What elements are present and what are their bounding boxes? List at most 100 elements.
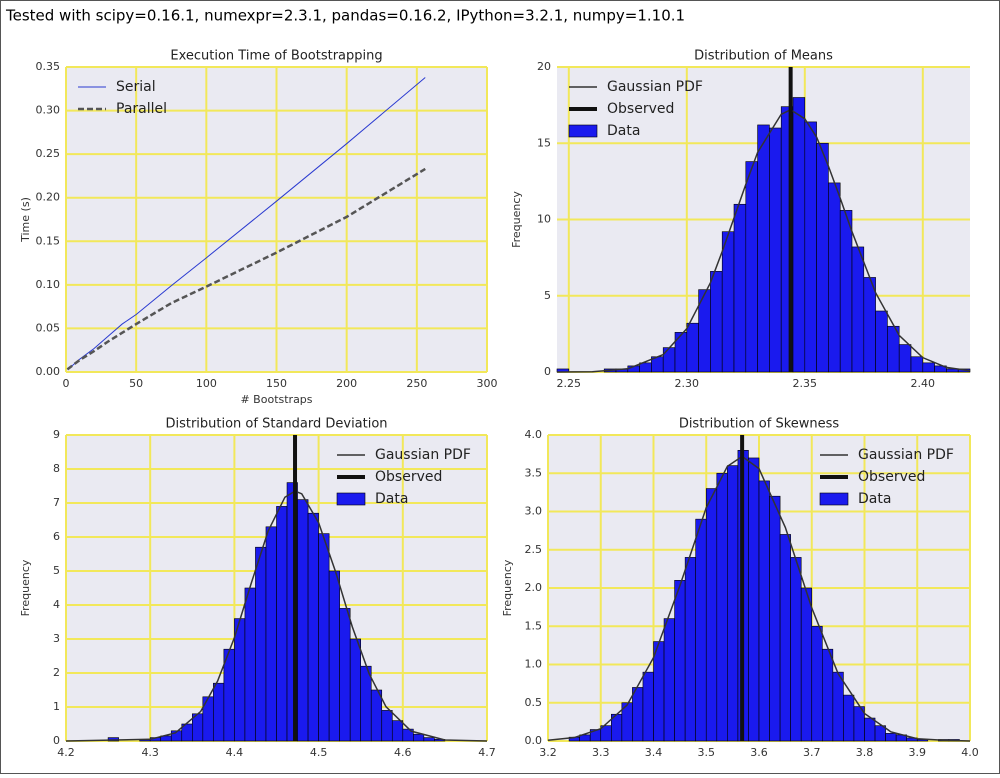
- histogram-bar: [255, 546, 267, 742]
- histogram-bar: [898, 344, 912, 373]
- y-axis-label: Time (s): [19, 197, 32, 243]
- y-tick-label: 0.00: [36, 365, 61, 378]
- histogram-bar: [234, 618, 246, 742]
- histogram-bar: [244, 587, 256, 742]
- histogram-bar: [922, 362, 935, 373]
- legend-label: Observed: [607, 101, 674, 117]
- y-tick-label: 1: [53, 700, 60, 713]
- histogram-bar: [674, 580, 686, 742]
- header-title: Tested with scipy=0.16.1, numexpr=2.3.1,…: [5, 7, 685, 25]
- histogram-bar: [223, 648, 235, 742]
- x-tick-label: 3.2: [539, 746, 557, 759]
- histogram-bar: [721, 231, 735, 373]
- histogram-bar: [413, 733, 425, 742]
- y-tick-label: 0.5: [525, 696, 543, 709]
- legend-label: Observed: [858, 469, 925, 485]
- histogram-bar: [307, 512, 319, 742]
- histogram-bar: [662, 347, 676, 373]
- histogram-bar: [695, 518, 707, 742]
- legend-swatch: [336, 492, 366, 506]
- legend-label: Gaussian PDF: [858, 447, 954, 463]
- histogram-bar: [800, 587, 813, 742]
- x-tick-label: 3.4: [645, 746, 663, 759]
- y-axis-label: Frequency: [19, 559, 32, 616]
- histogram-bar: [910, 356, 924, 373]
- legend-label: Data: [607, 123, 640, 139]
- chart-title: Distribution of Skewness: [679, 417, 840, 432]
- y-tick-label: 0.10: [36, 278, 61, 291]
- histogram-bar: [360, 665, 372, 742]
- legend-label: Parallel: [116, 101, 167, 117]
- x-axis-label: # Bootstraps: [240, 393, 312, 406]
- histogram-bar: [790, 557, 802, 742]
- x-tick-label: 3.5: [698, 746, 716, 759]
- y-tick-label: 0.30: [36, 104, 61, 117]
- x-tick-label: 3.7: [803, 746, 821, 759]
- y-tick-label: 4: [53, 598, 60, 611]
- y-tick-label: 3.0: [525, 505, 543, 518]
- x-tick-label: 3.3: [592, 746, 610, 759]
- histogram-bar: [339, 608, 351, 742]
- y-tick-label: 5: [53, 564, 60, 577]
- histogram-bar: [745, 161, 758, 373]
- histogram-bar: [370, 689, 383, 742]
- y-tick-label: 0.0: [525, 734, 543, 747]
- histogram-bar: [705, 488, 718, 742]
- histogram-bar: [875, 310, 888, 373]
- histogram-bar: [381, 710, 393, 742]
- y-tick-label: 2.0: [525, 581, 543, 594]
- y-tick-label: 0.20: [36, 191, 61, 204]
- y-tick-label: 0: [544, 365, 551, 378]
- data-line: [66, 167, 426, 371]
- y-tick-label: 20: [537, 60, 551, 73]
- histogram-bar: [328, 570, 340, 742]
- y-tick-label: 6: [53, 530, 60, 543]
- y-tick-label: 5: [544, 289, 551, 302]
- x-tick-label: 4.5: [310, 746, 328, 759]
- legend-label: Data: [858, 491, 891, 507]
- x-tick-label: 50: [129, 377, 143, 390]
- y-tick-label: 0.15: [36, 234, 61, 247]
- histogram-bar: [757, 124, 770, 373]
- histogram-bar: [710, 271, 723, 373]
- y-tick-label: 0.35: [36, 60, 61, 73]
- histogram-bar: [839, 210, 853, 373]
- histogram-bar: [864, 717, 876, 742]
- histogram-bar: [639, 362, 652, 373]
- histogram-bar: [748, 457, 760, 742]
- histogram-bar: [733, 203, 747, 373]
- chart-title: Distribution of Means: [694, 49, 833, 64]
- histogram-bar: [632, 687, 644, 742]
- histogram-bar: [769, 127, 782, 373]
- histogram-bar: [391, 720, 404, 742]
- legend-label: Gaussian PDF: [607, 79, 703, 95]
- y-tick-label: 2: [53, 666, 60, 679]
- x-tick-label: 4.2: [57, 746, 75, 759]
- x-tick-label: 0: [63, 377, 70, 390]
- y-tick-label: 1.0: [525, 658, 543, 671]
- y-tick-label: 7: [53, 496, 60, 509]
- y-tick-label: 0.25: [36, 147, 61, 160]
- histogram-bar: [843, 694, 855, 742]
- histogram-bar: [642, 671, 654, 742]
- x-tick-label: 4.3: [141, 746, 159, 759]
- histogram-bar: [265, 526, 277, 742]
- chart-title: Distribution of Standard Deviation: [165, 417, 387, 432]
- histogram-bar: [874, 725, 886, 742]
- x-tick-label: 3.6: [750, 746, 768, 759]
- legend-label: Gaussian PDF: [375, 447, 471, 463]
- x-tick-label: 2.35: [793, 377, 818, 390]
- histogram-bar: [811, 625, 823, 742]
- x-tick-label: 2.40: [911, 377, 936, 390]
- histogram-bar: [213, 682, 225, 742]
- pdf-curve: [547, 455, 971, 742]
- histogram-bar: [686, 322, 699, 373]
- x-tick-label: 4.0: [961, 746, 979, 759]
- y-tick-label: 3: [53, 632, 60, 645]
- histogram-bar: [684, 557, 697, 742]
- histogram-bar: [663, 618, 675, 742]
- histogram-bar: [863, 277, 876, 373]
- histogram-bar: [832, 671, 844, 742]
